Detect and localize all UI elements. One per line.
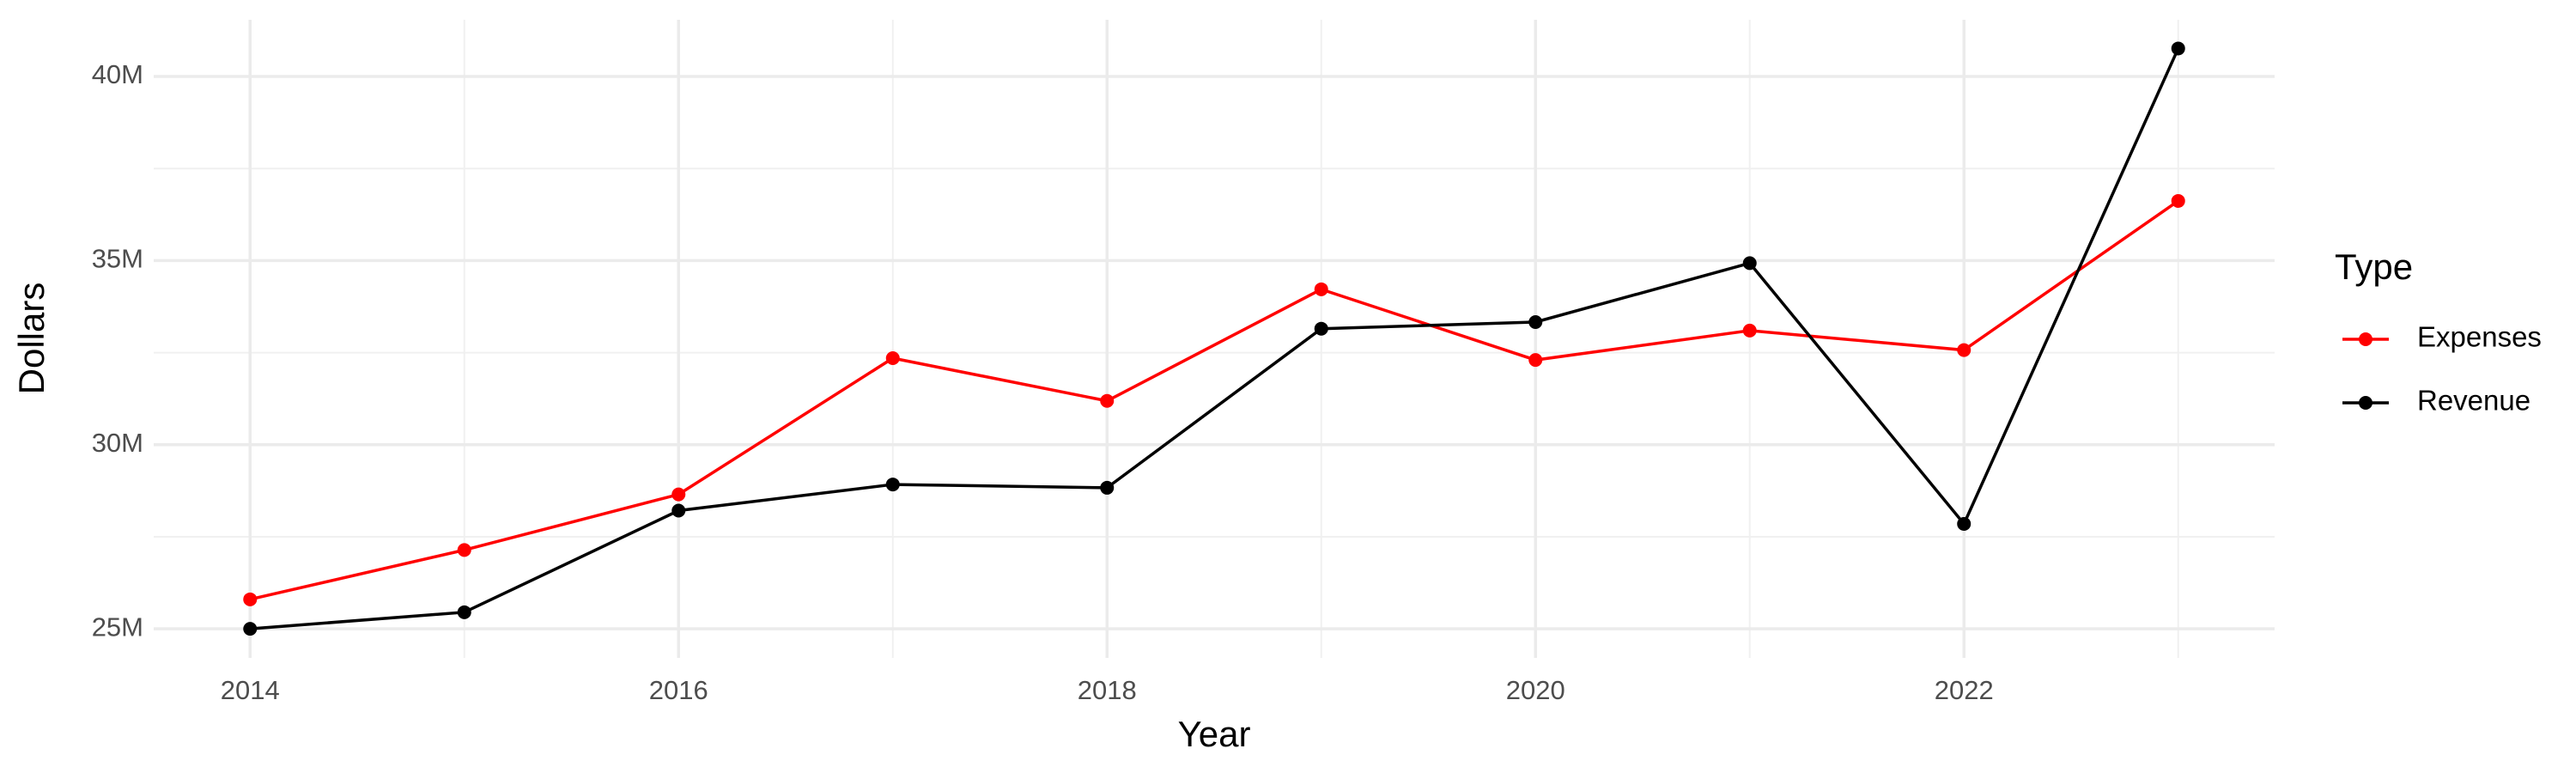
point bbox=[2171, 41, 2185, 56]
x-axis-title: Year bbox=[1178, 714, 1251, 754]
y-axis-title: Dollars bbox=[11, 283, 52, 395]
legend-label: Revenue bbox=[2417, 385, 2530, 417]
point bbox=[1742, 323, 1757, 338]
point bbox=[457, 543, 471, 557]
point bbox=[1314, 321, 1328, 336]
point bbox=[243, 622, 258, 636]
y-tick-label: 30M bbox=[92, 428, 143, 458]
point bbox=[885, 351, 900, 366]
x-tick-label: 2018 bbox=[1078, 675, 1137, 705]
legend-label: Expenses bbox=[2417, 321, 2542, 353]
x-tick-label: 2020 bbox=[1506, 675, 1565, 705]
point bbox=[1528, 314, 1543, 329]
point bbox=[885, 478, 900, 492]
point bbox=[1957, 343, 1971, 357]
point bbox=[1742, 256, 1757, 271]
y-tick-label: 40M bbox=[92, 59, 143, 89]
y-tick-label: 35M bbox=[92, 244, 143, 274]
legend-title: Type bbox=[2335, 247, 2413, 287]
point bbox=[2171, 193, 2185, 208]
x-tick-label: 2016 bbox=[649, 675, 708, 705]
legend-key-point bbox=[2359, 396, 2372, 410]
point bbox=[671, 503, 686, 518]
point bbox=[243, 592, 258, 606]
line bbox=[250, 47, 2180, 630]
legend-key-point bbox=[2359, 332, 2372, 346]
point bbox=[671, 487, 686, 502]
point bbox=[1528, 353, 1543, 368]
y-tick-label: 25M bbox=[92, 612, 143, 642]
line bbox=[249, 199, 2179, 601]
point bbox=[457, 605, 471, 619]
point bbox=[1100, 480, 1115, 495]
x-tick-label: 2022 bbox=[1935, 675, 1994, 705]
point bbox=[1957, 516, 1971, 531]
x-tick-label: 2014 bbox=[221, 675, 280, 705]
point bbox=[1314, 282, 1328, 296]
point bbox=[1100, 393, 1115, 408]
